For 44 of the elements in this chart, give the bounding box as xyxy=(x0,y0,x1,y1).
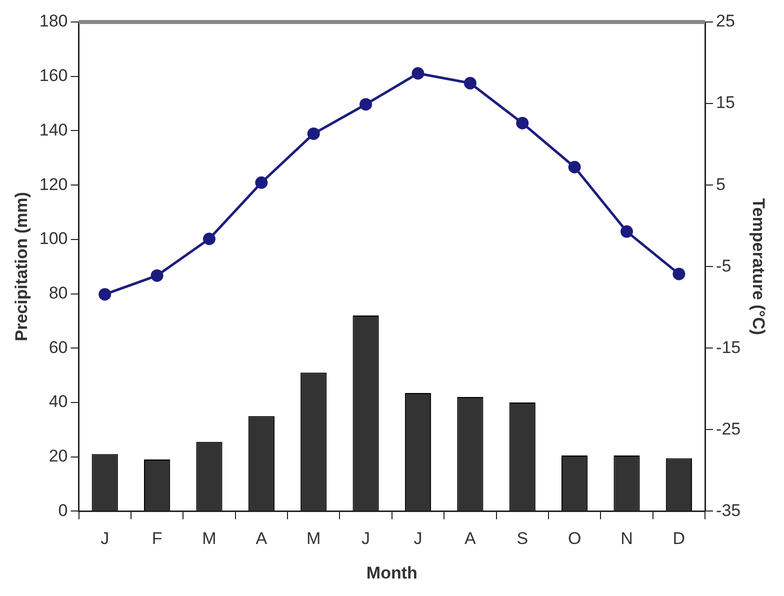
y-tick-label: 180 xyxy=(39,12,68,31)
point xyxy=(464,76,476,90)
y2-tick-label: 5 xyxy=(716,174,726,194)
point xyxy=(620,225,633,238)
point xyxy=(516,116,529,130)
y-tick-label: 60 xyxy=(48,338,68,357)
y2-tick-label: -15 xyxy=(716,338,741,357)
x-tick-label: J xyxy=(414,529,422,548)
x-tick-label: N xyxy=(620,529,633,548)
y-tick-label: 20 xyxy=(48,446,68,466)
point xyxy=(307,127,320,140)
y2-axis-title: Temperature (°C) xyxy=(749,198,768,336)
y-tick-label: 40 xyxy=(48,392,68,412)
y-tick-label: 140 xyxy=(39,120,68,140)
point xyxy=(150,269,164,282)
y-tick-label: 120 xyxy=(39,174,68,194)
y2-tick-label: -25 xyxy=(716,419,741,438)
y-tick-label: 0 xyxy=(58,500,68,520)
y-tick-label: 100 xyxy=(39,229,68,248)
x-tick-label: M xyxy=(306,529,321,548)
x-axis-title: Month xyxy=(366,563,418,582)
x-tick-label: J xyxy=(100,529,110,548)
x-tick-label: J xyxy=(362,529,370,548)
x-tick-label: D xyxy=(672,529,686,548)
point xyxy=(98,288,112,301)
y2-tick-label: -5 xyxy=(716,256,732,276)
y2-tick-label: -35 xyxy=(716,500,741,520)
y2-tick-label: 25 xyxy=(716,12,735,31)
x-tick-label: A xyxy=(464,529,477,548)
point xyxy=(412,67,424,80)
point xyxy=(202,232,216,246)
y2-tick-label: 15 xyxy=(716,93,735,112)
y-tick-label: 80 xyxy=(48,283,68,302)
x-tick-label: M xyxy=(202,529,216,548)
x-tick-label: S xyxy=(516,529,528,548)
point xyxy=(672,268,686,280)
point xyxy=(360,98,372,111)
point xyxy=(255,176,268,189)
point xyxy=(568,160,581,174)
y-axis-title: Precipitation (mm) xyxy=(12,192,31,342)
x-tick-label: O xyxy=(568,529,582,548)
x-tick-label: F xyxy=(152,529,162,548)
x-tick-label: A xyxy=(256,529,268,548)
y-tick-label: 160 xyxy=(39,66,68,86)
